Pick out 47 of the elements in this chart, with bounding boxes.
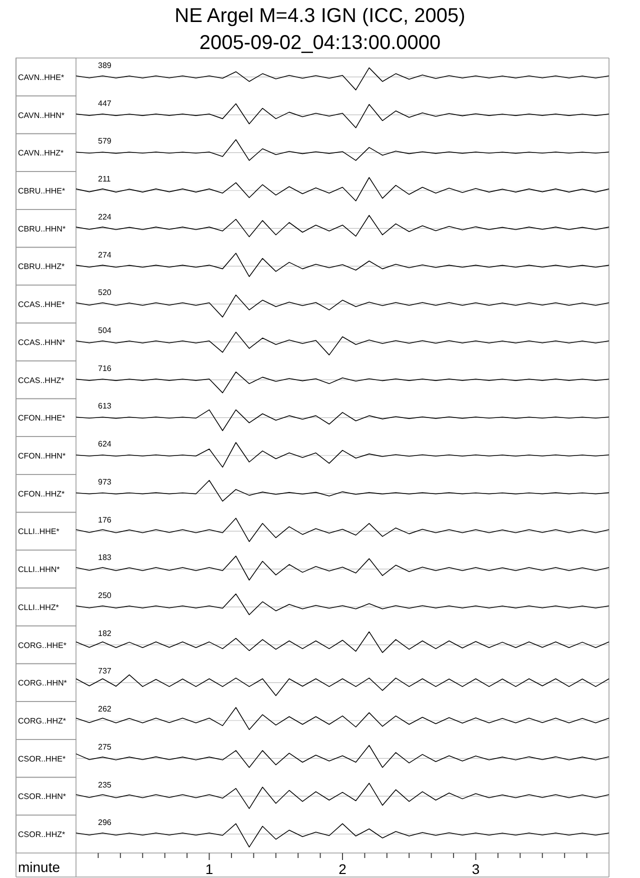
- chart-subtitle: 2005-09-02_04:13:00.0000: [199, 32, 441, 54]
- annotation: 262: [98, 704, 112, 714]
- annotation: 176: [98, 515, 112, 524]
- annotation: 579: [98, 136, 112, 146]
- y-axis-title: CFON..HHZ*: [18, 489, 65, 498]
- y-axis-title: CAVN..HHN*: [18, 110, 65, 120]
- annotation: 716: [98, 364, 112, 373]
- y-axis-title: CCAS..HHE*: [18, 300, 65, 310]
- y-axis-title: CAVN..HHE*: [18, 72, 64, 82]
- x-tick-label: 2: [338, 861, 347, 877]
- annotation: 613: [98, 402, 112, 411]
- annotation: 235: [98, 780, 112, 790]
- annotation: 275: [98, 742, 112, 752]
- y-axis-title: CFON..HHE*: [18, 414, 66, 423]
- y-axis-title: CSOR..HHZ*: [18, 830, 66, 840]
- y-axis-title: CCAS..HHN*: [18, 338, 66, 347]
- y-axis-title: CBRU..HHE*: [18, 186, 66, 196]
- y-axis-title: CLLI..HHN*: [18, 565, 60, 574]
- annotation: 224: [98, 212, 112, 222]
- y-axis-title: CLLI..HHE*: [18, 527, 60, 536]
- y-axis-title: CORG..HHN*: [18, 678, 67, 688]
- annotation: 447: [98, 98, 112, 108]
- y-axis-title: CSOR..HHN*: [18, 792, 66, 802]
- x-axis-title: minute: [18, 859, 60, 875]
- y-axis-title: CAVN..HHZ*: [18, 148, 64, 158]
- annotation: 183: [98, 553, 112, 562]
- annotation: 211: [98, 174, 112, 184]
- y-axis-title: CBRU..HHN*: [18, 224, 66, 234]
- y-axis-title: CCAS..HHZ*: [18, 376, 64, 385]
- y-axis-title: CBRU..HHZ*: [18, 262, 65, 272]
- annotation: 274: [98, 250, 112, 260]
- x-tick-label: 1: [205, 861, 214, 877]
- annotation: 389: [98, 61, 112, 70]
- y-axis-title: CLLI..HHZ*: [18, 602, 59, 612]
- annotation: 973: [98, 477, 112, 486]
- y-axis-title: CORG..HHE*: [18, 640, 66, 650]
- annotation: 624: [98, 440, 112, 449]
- y-axis-title: CFON..HHN*: [18, 452, 66, 460]
- y-axis-title: CORG..HHZ*: [18, 716, 66, 726]
- annotation: 504: [98, 326, 112, 335]
- y-axis-title: CSOR..HHE*: [18, 754, 66, 764]
- annotation: 250: [98, 591, 112, 600]
- x-tick-label: 3: [472, 861, 480, 877]
- annotation: 737: [98, 666, 112, 676]
- annotation: 296: [98, 818, 112, 828]
- annotation: 520: [98, 288, 112, 298]
- annotation: 182: [98, 628, 112, 638]
